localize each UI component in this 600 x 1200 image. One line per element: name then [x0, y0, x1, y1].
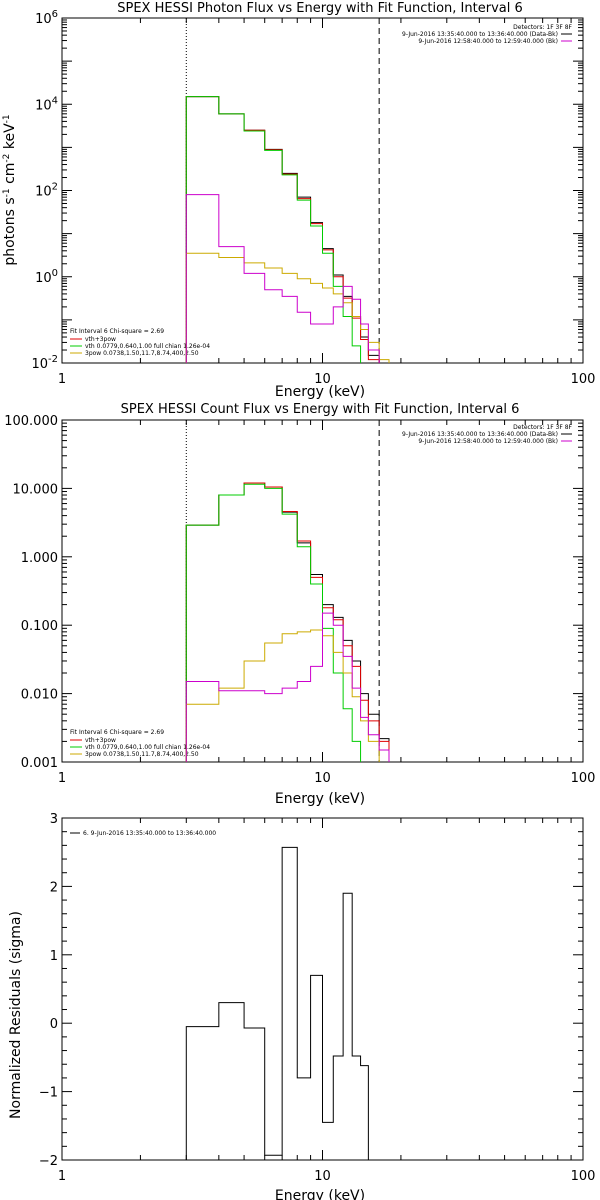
series-vth-3pow — [185, 96, 390, 363]
y-tick-label: 0.010 — [21, 688, 58, 703]
y-tick-label: 3 — [50, 812, 58, 827]
legend-bottom-left: Fit Interval 6 Chi-square = 2.69 vth+3po… — [70, 729, 210, 758]
legend-bk-interval: 9-Jun-2016 12:58:40.000 to 12:59:40.000 … — [418, 38, 558, 45]
residuals-panel: Energy (keV) Normalized Residuals (sigma… — [8, 812, 595, 1200]
legend-top-left: 6. 9-Jun-2016 13:35:40.000 to 13:36:40.0… — [70, 830, 216, 837]
x-tick-label: 100 — [571, 1169, 596, 1184]
legend-fit-interval: Fit Interval 6 Chi-square = 2.69 — [70, 328, 164, 335]
x-tick-label: 1 — [58, 372, 66, 387]
x-tick-label: 1 — [58, 771, 66, 786]
y-tick-label: 102 — [35, 182, 58, 200]
chart-title: SPEX HESSI Photon Flux vs Energy with Fi… — [117, 1, 523, 16]
x-tick-label: 1 — [58, 1169, 66, 1184]
plot-frame — [61, 17, 584, 364]
y-tick-label: 2 — [50, 880, 58, 895]
legend-vth: vth 0.0779,0.640,1.00 full chian 1.26e-0… — [85, 343, 210, 350]
y-axis-label: photons s-1 cm-2 keV-1 — [2, 114, 18, 265]
series-bk — [185, 612, 390, 762]
count-flux-panel: SPEX HESSI Count Flux vs Energy with Fit… — [4, 402, 595, 807]
legend-top-right: Detectors: 1F 3F 8F 9-Jun-2016 13:35:40.… — [402, 424, 572, 445]
y-tick-label: −1 — [39, 1086, 58, 1101]
y-axis-label: Normalized Residuals (sigma) — [8, 911, 24, 1119]
y-tick-label: 104 — [35, 95, 58, 113]
y-tick-label: 100 — [35, 268, 58, 286]
series-6- — [185, 846, 380, 1160]
legend-vth: vth 0.0779,0.640,1.00 full chian 1.26e-0… — [85, 744, 210, 751]
x-tick-label: 10 — [314, 372, 331, 387]
x-tick-label: 10 — [314, 771, 331, 786]
legend-detectors: Detectors: 1F 3F 8F — [513, 424, 572, 431]
x-axis-label: Energy (keV) — [275, 791, 365, 807]
legend-top-right: Detectors: 1F 3F 8F 9-Jun-2016 13:35:40.… — [402, 24, 572, 45]
y-tick-label: 0 — [50, 1017, 58, 1032]
legend-data-interval: 9-Jun-2016 13:35:40.000 to 13:36:40.000 … — [402, 431, 558, 438]
y-tick-label: 100.000 — [4, 414, 58, 429]
series-vth — [185, 96, 390, 363]
photon-flux-panel: SPEX HESSI Photon Flux vs Energy with Fi… — [2, 1, 595, 400]
legend-total: vth+3pow — [85, 737, 116, 744]
y-tick-label: 0.100 — [21, 619, 58, 634]
series-bk — [185, 194, 390, 363]
y-tick-label: 1 — [50, 949, 58, 964]
legend-detectors: Detectors: 1F 3F 8F — [513, 24, 572, 31]
legend-fit-interval: Fit Interval 6 Chi-square = 2.69 — [70, 729, 164, 736]
legend-bk-interval: 9-Jun-2016 12:58:40.000 to 12:59:40.000 … — [418, 438, 558, 445]
y-tick-label: 10.000 — [13, 482, 59, 497]
chart-title: SPEX HESSI Count Flux vs Energy with Fit… — [121, 402, 520, 417]
series-data-bk — [185, 96, 390, 363]
y-tick-label: 10-2 — [31, 354, 58, 372]
y-tick-label: 106 — [35, 9, 58, 27]
legend-residuals: 6. 9-Jun-2016 13:35:40.000 to 13:36:40.0… — [83, 830, 216, 837]
legend-3pow: 3pow 0.0738,1.50,11.7,8.74,400,2.50 — [85, 350, 199, 357]
legend-3pow: 3pow 0.0738,1.50,11.7,8.74,400,2.50 — [85, 751, 199, 758]
y-tick-label: 1.000 — [21, 551, 58, 566]
series-vth — [185, 483, 390, 762]
y-tick-label: 0.001 — [21, 756, 58, 771]
series-3pow — [185, 252, 390, 363]
x-tick-label: 10 — [314, 1169, 331, 1184]
x-tick-label: 100 — [571, 771, 596, 786]
legend-total: vth+3pow — [85, 336, 116, 343]
y-tick-label: −2 — [39, 1154, 58, 1169]
legend-bottom-left: Fit Interval 6 Chi-square = 2.69 vth+3po… — [70, 328, 210, 357]
legend-data-interval: 9-Jun-2016 13:35:40.000 to 13:36:40.000 … — [402, 31, 558, 38]
x-tick-label: 100 — [571, 372, 596, 387]
x-axis-label: Energy (keV) — [275, 384, 365, 400]
x-axis-label: Energy (keV) — [275, 1188, 365, 1200]
series-3pow — [185, 629, 390, 762]
